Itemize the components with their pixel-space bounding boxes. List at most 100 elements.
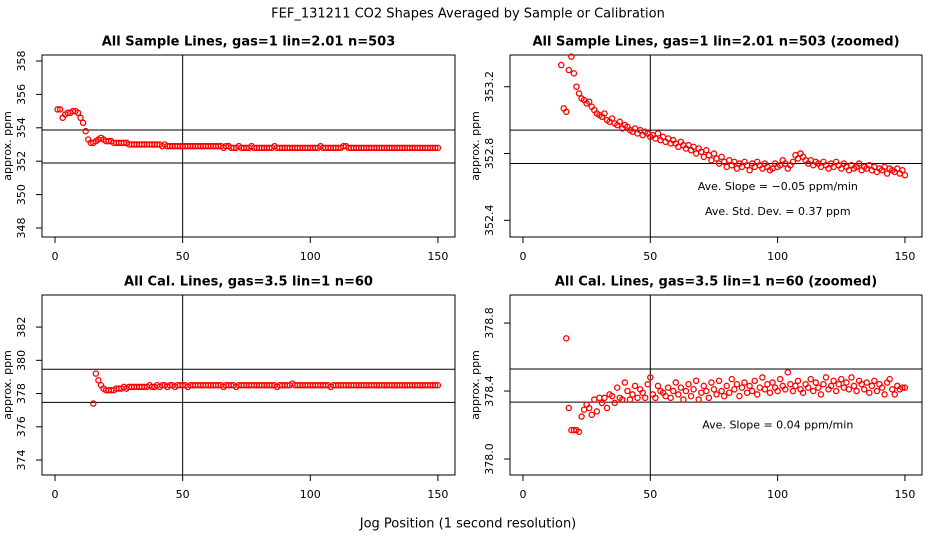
plot-frame: [509, 294, 923, 476]
data-point: [794, 377, 802, 385]
data-point: [56, 106, 64, 113]
data-point: [624, 387, 631, 395]
data-point: [434, 381, 442, 389]
data-point: [751, 377, 758, 385]
data-point: [736, 392, 743, 400]
data-point: [838, 375, 845, 383]
data-point: [776, 375, 784, 383]
y-tick-label: 350: [15, 184, 28, 205]
data-point: [77, 114, 84, 122]
y-axis-label: approx. ppm: [1, 350, 14, 420]
data-point: [855, 160, 863, 167]
data-point: [883, 170, 891, 177]
data-point: [835, 380, 842, 388]
y-tick-label: 348: [15, 217, 28, 238]
data-point: [830, 377, 837, 385]
data-point: [598, 399, 606, 407]
data-point: [827, 382, 835, 390]
data-point: [728, 375, 736, 383]
data-point: [575, 90, 583, 97]
x-tick-label: 100: [300, 250, 321, 263]
data-point: [74, 109, 82, 117]
data-point: [713, 391, 720, 398]
data-point: [664, 384, 672, 391]
data-point: [804, 384, 812, 391]
data-point: [629, 391, 636, 398]
data-point: [695, 396, 702, 403]
y-tick-label: 378.4: [483, 375, 496, 407]
data-point: [759, 374, 766, 381]
y-tick-label: 356: [15, 84, 28, 105]
data-point: [563, 335, 570, 342]
y-tick-label: 352: [15, 151, 28, 172]
data-point: [603, 404, 611, 412]
data-point: [769, 379, 776, 386]
data-point: [810, 387, 817, 395]
annotation: Ave. Std. Dev. = 0.37 ppm: [705, 205, 851, 218]
data-point: [432, 144, 439, 152]
data-point: [565, 404, 573, 412]
data-point: [677, 384, 685, 391]
data-point: [644, 380, 652, 388]
figure-title: FEF_131211 CO2 Shapes Averaged by Sample…: [271, 7, 665, 22]
data-point: [680, 396, 687, 403]
data-point: [585, 404, 593, 412]
plot-frame: [41, 54, 456, 238]
data-point: [899, 166, 906, 174]
data-point: [723, 382, 730, 390]
data-point: [850, 382, 858, 390]
data-point: [746, 382, 753, 390]
data-point: [710, 386, 718, 393]
data-point: [705, 394, 713, 402]
data-point: [634, 394, 641, 402]
data-point: [774, 387, 781, 395]
data-point: [807, 375, 814, 383]
data-point: [822, 374, 830, 381]
data-point: [90, 400, 97, 407]
data-point: [575, 428, 583, 436]
data-point: [845, 386, 853, 393]
data-point: [563, 108, 570, 116]
x-tick-label: 100: [767, 488, 788, 501]
data-point: [95, 377, 102, 384]
y-axis-label: approx. ppm: [1, 111, 14, 181]
x-tick-label: 50: [643, 250, 657, 263]
y-tick-label: 352.8: [483, 138, 496, 170]
data-point: [685, 380, 692, 388]
data-point: [853, 387, 860, 395]
data-point: [557, 61, 565, 69]
data-point: [700, 382, 708, 390]
data-point: [619, 396, 626, 403]
x-tick-label: 50: [643, 488, 657, 501]
data-point: [710, 150, 718, 157]
data-point: [715, 377, 723, 385]
x-tick-label: 150: [427, 250, 448, 263]
data-point: [731, 386, 738, 393]
data-point: [621, 379, 629, 386]
data-point: [789, 387, 797, 395]
data-point: [593, 408, 601, 415]
data-point: [616, 118, 623, 126]
data-point: [784, 369, 792, 376]
data-point: [866, 389, 873, 396]
data-point: [641, 394, 649, 402]
panel-title: All Sample Lines, gas=1 lin=2.01 n=503: [102, 35, 396, 50]
data-point: [682, 387, 690, 395]
data-point: [782, 386, 789, 393]
data-point: [868, 382, 876, 390]
data-point: [601, 394, 608, 402]
panel-title: All Cal. Lines, gas=3.5 lin=1 n=60: [124, 275, 373, 290]
data-point: [690, 386, 697, 393]
data-point: [570, 70, 578, 77]
data-point: [652, 394, 659, 402]
x-tick-label: 100: [300, 488, 321, 501]
data-point: [608, 115, 616, 122]
data-point: [878, 384, 886, 391]
data-point: [613, 384, 621, 391]
data-point: [738, 384, 746, 391]
data-point: [611, 399, 618, 407]
data-point: [54, 106, 61, 113]
data-point: [654, 130, 662, 137]
data-point: [820, 380, 827, 388]
